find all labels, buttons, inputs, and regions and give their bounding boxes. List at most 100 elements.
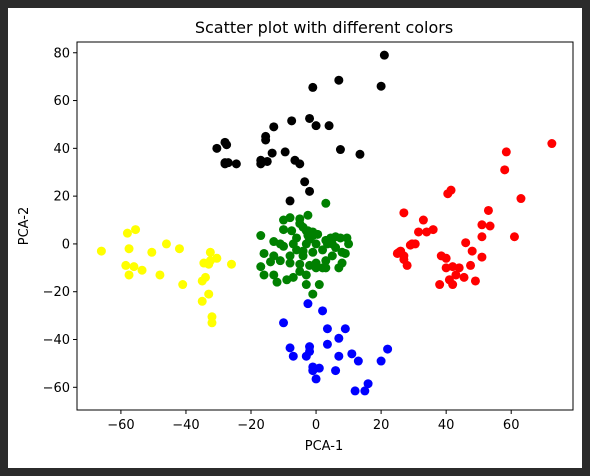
data-point xyxy=(256,231,265,240)
data-point xyxy=(308,248,317,257)
data-point xyxy=(331,366,340,375)
data-point xyxy=(201,273,210,282)
y-tick-label: 20 xyxy=(53,190,70,205)
data-point xyxy=(123,229,132,238)
data-point xyxy=(461,238,470,247)
data-point xyxy=(460,273,469,282)
data-point xyxy=(207,318,216,327)
data-point xyxy=(355,150,364,159)
plot-area xyxy=(77,42,573,410)
data-point xyxy=(302,280,311,289)
data-point xyxy=(338,259,347,268)
data-point xyxy=(516,194,525,203)
data-point xyxy=(305,114,314,123)
data-point xyxy=(341,324,350,333)
data-point xyxy=(466,261,475,270)
y-tick-label: 60 xyxy=(53,94,70,109)
data-point xyxy=(224,158,233,167)
data-point xyxy=(204,290,213,299)
data-point xyxy=(131,225,140,234)
x-axis: −60 −40 −20 0 20 40 60 xyxy=(107,410,519,433)
data-point xyxy=(477,232,486,241)
data-point xyxy=(308,290,317,299)
y-tick-label: −40 xyxy=(43,333,70,348)
data-point xyxy=(486,222,495,231)
data-point xyxy=(344,239,353,248)
data-point xyxy=(281,147,290,156)
data-point xyxy=(279,225,288,234)
x-tick-label: 60 xyxy=(503,418,520,433)
data-point xyxy=(312,263,321,272)
data-point xyxy=(502,147,511,156)
data-point xyxy=(500,165,509,174)
data-point xyxy=(383,345,392,354)
data-point xyxy=(354,357,363,366)
data-point xyxy=(289,352,298,361)
data-point xyxy=(477,220,486,229)
x-tick-label: −60 xyxy=(107,418,134,433)
x-tick-label: 0 xyxy=(312,418,320,433)
data-point xyxy=(313,230,322,239)
data-point xyxy=(510,232,519,241)
data-point xyxy=(312,374,321,383)
data-point xyxy=(380,51,389,60)
data-point xyxy=(260,249,269,258)
data-point xyxy=(162,239,171,248)
data-point xyxy=(279,242,288,251)
x-tick-label: −40 xyxy=(172,418,199,433)
data-point xyxy=(303,211,312,220)
data-point xyxy=(435,280,444,289)
data-point xyxy=(138,266,147,275)
x-tick-label: 20 xyxy=(373,418,390,433)
data-point xyxy=(477,253,486,262)
data-point xyxy=(175,244,184,253)
data-point xyxy=(302,270,311,279)
data-point xyxy=(334,352,343,361)
data-point xyxy=(318,306,327,315)
scatter-chart: Scatter plot with different colors −60 −4… xyxy=(8,8,582,468)
data-point xyxy=(351,386,360,395)
y-tick-label: 40 xyxy=(53,142,70,157)
data-point xyxy=(325,121,334,130)
data-point xyxy=(360,386,369,395)
y-axis: −60 −40 −20 0 20 40 60 80 xyxy=(43,46,77,396)
data-point xyxy=(377,82,386,91)
data-point xyxy=(300,177,309,186)
data-point xyxy=(256,262,265,271)
data-point xyxy=(315,280,324,289)
data-point xyxy=(448,280,457,289)
data-point xyxy=(305,187,314,196)
data-point xyxy=(286,343,295,352)
data-point xyxy=(227,260,236,269)
y-tick-label: −60 xyxy=(43,381,70,396)
data-point xyxy=(260,270,269,279)
data-point xyxy=(468,247,477,256)
data-point xyxy=(302,352,311,361)
x-tick-label: 40 xyxy=(438,418,455,433)
data-point xyxy=(318,245,327,254)
data-point xyxy=(279,318,288,327)
data-point xyxy=(321,199,330,208)
data-point xyxy=(198,297,207,306)
data-point xyxy=(336,145,345,154)
data-point xyxy=(129,262,138,271)
data-point xyxy=(455,263,464,272)
data-point xyxy=(399,208,408,217)
data-point xyxy=(334,76,343,85)
figure: Scatter plot with different colors −60 −4… xyxy=(8,8,582,468)
chart-title: Scatter plot with different colors xyxy=(195,18,453,37)
data-point xyxy=(323,324,332,333)
data-point xyxy=(287,116,296,125)
data-point xyxy=(286,196,295,205)
data-point xyxy=(232,159,241,168)
y-tick-label: −20 xyxy=(43,285,70,300)
y-tick-label: 80 xyxy=(53,46,70,61)
data-point xyxy=(269,122,278,131)
data-point xyxy=(212,144,221,153)
data-point xyxy=(256,159,265,168)
data-point xyxy=(484,206,493,215)
data-point xyxy=(204,260,213,269)
data-point xyxy=(97,247,106,256)
y-axis-label: PCA-2 xyxy=(17,207,32,246)
data-point xyxy=(471,276,480,285)
